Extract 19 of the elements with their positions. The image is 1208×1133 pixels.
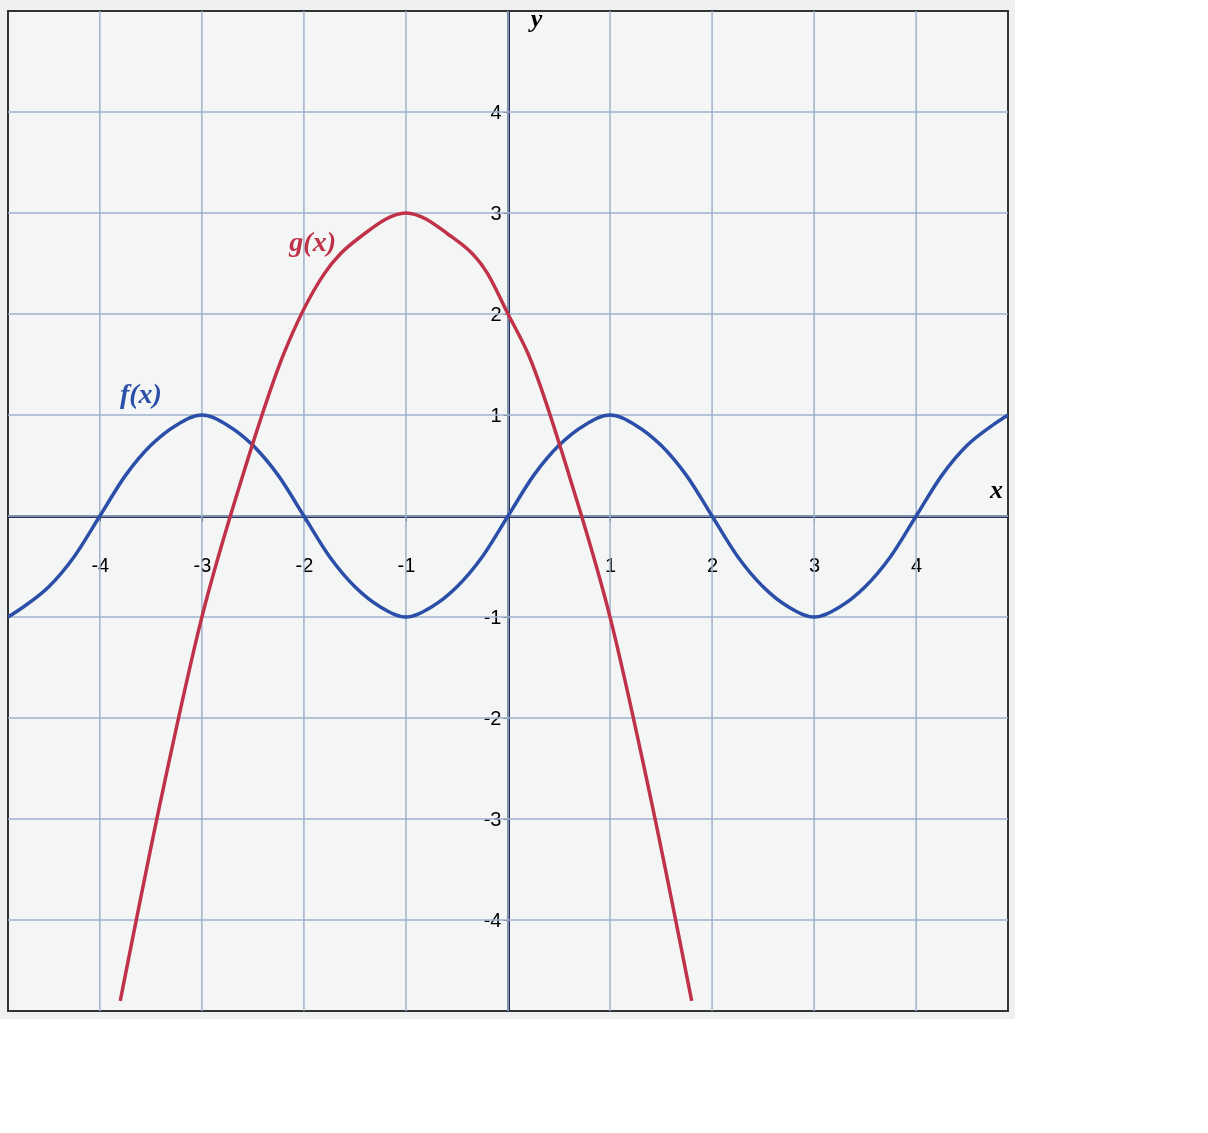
y-tick-label: 4 (490, 100, 502, 123)
y-tick-label: -1 (483, 605, 502, 628)
x-tick-label: 4 (911, 553, 923, 576)
x-tick-label: 2 (707, 553, 719, 576)
y-tick-label: 2 (490, 302, 502, 325)
x-tick-label: -2 (295, 553, 314, 576)
y-tick-label: -3 (483, 807, 502, 830)
series-label: f(x) (119, 378, 162, 410)
x-axis-title: x (989, 474, 1003, 504)
y-tick-label: -4 (483, 908, 502, 931)
x-tick-label: -4 (91, 553, 110, 576)
x-tick-label: 3 (809, 553, 821, 576)
series-label: g(x) (288, 226, 336, 258)
x-tick-label: -3 (193, 553, 212, 576)
y-tick-label: 1 (490, 403, 502, 426)
y-tick-label: 3 (490, 201, 502, 224)
y-tick-label: -2 (483, 706, 502, 729)
y-axis-title: y (527, 3, 543, 33)
x-tick-label: -1 (397, 553, 416, 576)
